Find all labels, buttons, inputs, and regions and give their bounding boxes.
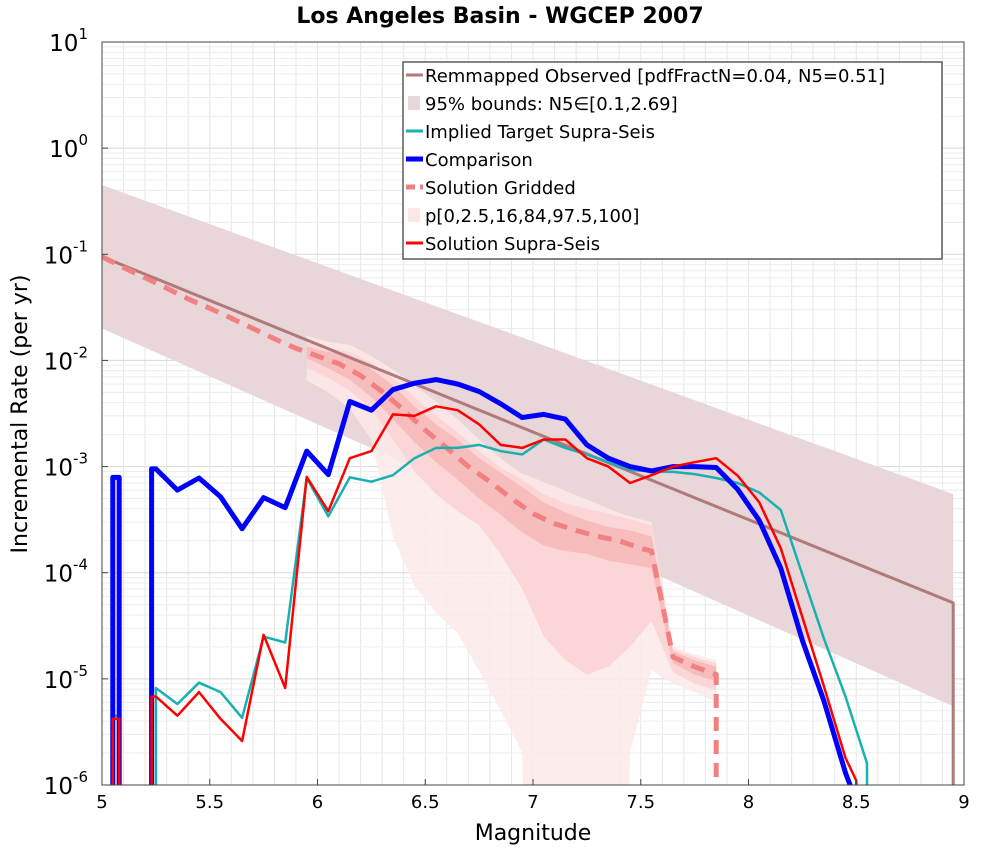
- axis-layer: 5 5.5 6 6.5 7 7.5 8 8.5 9 10-6 10-5 10-4 10-3 10-2 10-…: [44, 25, 970, 813]
- series-line: [111, 405, 858, 785]
- legend-label: Remmapped Observed [pdfFractN=0.04, N5=0…: [425, 66, 885, 87]
- x-tick-label: 7: [527, 792, 538, 813]
- x-tick-label: 9: [958, 792, 969, 813]
- y-tick-label: 10-3: [44, 450, 88, 482]
- series-layer: [102, 254, 955, 785]
- legend-label: Implied Target Supra-Seis: [425, 122, 655, 143]
- y-axis-label: Incremental Rate (per yr): [8, 275, 33, 554]
- x-tick-label: 7.5: [626, 792, 655, 813]
- legend-label: 95% bounds: N5∈[0.1,2.69]: [425, 94, 678, 115]
- legend-box: [402, 61, 943, 260]
- x-tick-label: 6.5: [411, 792, 440, 813]
- legend-label: Solution Supra-Seis: [425, 234, 600, 255]
- legend-label: p[0,2.5,16,84,97.5,100]: [425, 206, 639, 227]
- series-line: [102, 254, 719, 785]
- x-tick-label: 6: [312, 792, 323, 813]
- legend-swatch: [408, 208, 420, 222]
- y-tick-label: 10-5: [44, 662, 88, 694]
- x-tick-label: 5.5: [195, 792, 224, 813]
- y-tick-label: 10-4: [44, 556, 88, 588]
- legend-swatch: [408, 96, 420, 110]
- y-tick-label: 100: [49, 131, 88, 163]
- series-line: [102, 255, 955, 785]
- y-tick-label: 101: [49, 25, 88, 57]
- x-tick-label: 8: [743, 792, 754, 813]
- y-tick-label: 10-1: [44, 237, 88, 269]
- percentile-band: [306, 346, 717, 682]
- chart-title: Los Angeles Basin - WGCEP 2007: [296, 4, 703, 29]
- legend-label: Solution Gridded: [425, 178, 576, 199]
- legend: Remmapped Observed [pdfFractN=0.04, N5=0…: [402, 61, 943, 260]
- series-line: [110, 377, 853, 785]
- band-layer: [102, 185, 954, 785]
- legend-label: Comparison: [425, 150, 533, 171]
- y-tick-label: 10-2: [44, 343, 88, 375]
- x-tick-label: 8.5: [842, 792, 871, 813]
- y-tick-label: 10-6: [44, 768, 88, 800]
- x-tick-label: 5: [96, 792, 107, 813]
- x-axis-label: Magnitude: [475, 821, 592, 846]
